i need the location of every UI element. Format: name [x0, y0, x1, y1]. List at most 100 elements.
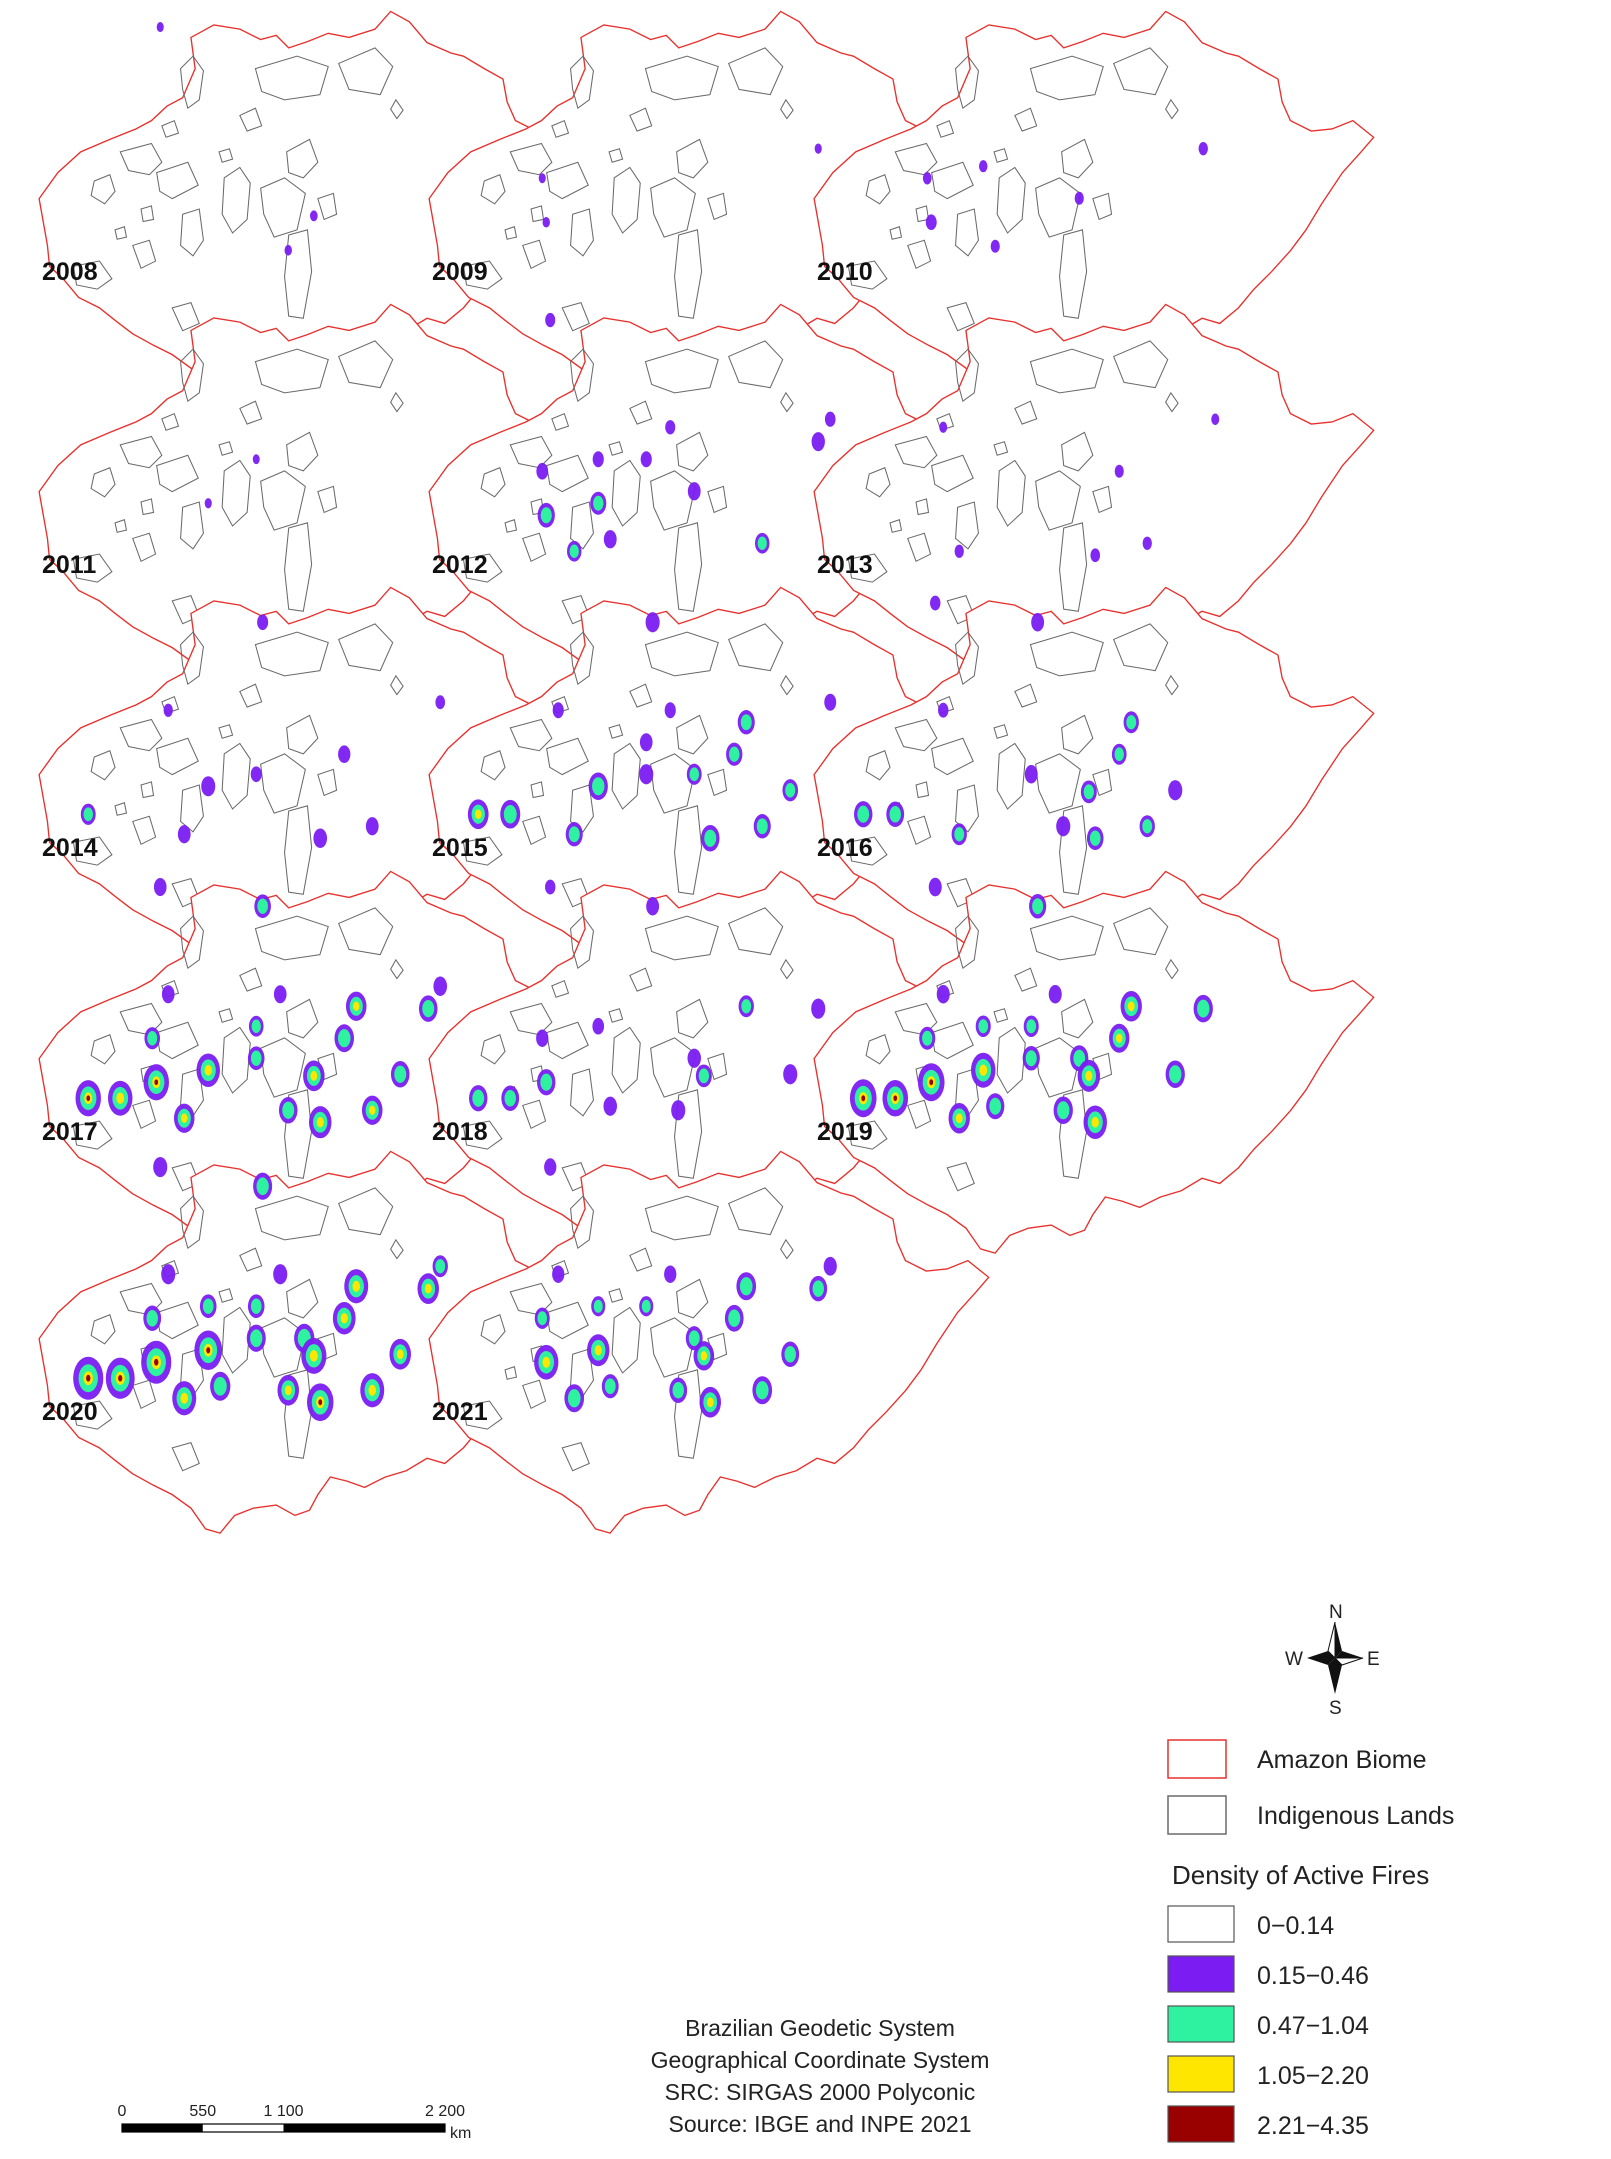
- fire-hotspot: [588, 772, 608, 801]
- fire-hotspot: [1193, 994, 1213, 1023]
- fire-hotspot: [172, 1381, 197, 1416]
- legend-boundary-label: Amazon Biome: [1257, 1746, 1427, 1774]
- year-label: 2013: [817, 551, 873, 579]
- fire-hotspot: [500, 799, 521, 829]
- map-panel-2015: 2015: [428, 586, 990, 970]
- scale-tick-label: 2 200: [425, 2103, 465, 2120]
- map-panel-2014: 2014: [38, 586, 600, 970]
- amazon-map: [38, 10, 600, 394]
- fire-hotspot: [930, 595, 941, 611]
- legend-density-label: 1.05−2.20: [1257, 2062, 1369, 2090]
- fire-hotspot: [246, 1324, 266, 1352]
- fire-hotspot: [361, 1095, 383, 1125]
- credits-block: Brazilian Geodetic System Geographical Co…: [651, 2015, 990, 2137]
- fire-hotspot: [1022, 1045, 1040, 1071]
- fire-hotspot: [936, 984, 950, 1004]
- fire-hotspot: [204, 498, 212, 509]
- legend-boundary-item: Indigenous Lands: [1167, 1795, 1454, 1835]
- fire-hotspot: [854, 801, 873, 828]
- fire-hotspot: [542, 216, 550, 228]
- fire-hotspot: [173, 1103, 195, 1133]
- amazon-map: [813, 303, 1375, 687]
- fire-hotspot: [303, 1060, 325, 1092]
- legend-density-title: Density of Active Fires: [1172, 1860, 1429, 1890]
- fire-hotspot: [565, 822, 583, 847]
- fire-hotspot: [811, 998, 826, 1019]
- fire-hotspot: [587, 1334, 610, 1367]
- fire-hotspot: [537, 1069, 556, 1096]
- legend-density-class: 0−0.14: [1167, 1905, 1334, 1943]
- legend-density-class: 2.21−4.35: [1167, 2105, 1369, 2143]
- fire-hotspot: [922, 172, 932, 185]
- fire-hotspot: [143, 1064, 169, 1101]
- fire-hotspot: [1023, 1015, 1039, 1038]
- amazon-map: [813, 586, 1375, 970]
- amazon-map: [428, 303, 990, 687]
- fire-hotspot: [1120, 990, 1142, 1022]
- fire-hotspot: [1090, 548, 1101, 563]
- fire-hotspot: [161, 1264, 176, 1285]
- fire-hotspot: [108, 1080, 133, 1116]
- fire-hotspot: [1083, 1105, 1107, 1140]
- fire-hotspots: [538, 143, 822, 228]
- fire-hotspot: [753, 814, 771, 839]
- map-panel-2017: 2017: [38, 870, 600, 1254]
- fire-hotspots: [80, 614, 446, 848]
- fire-hotspot: [823, 1256, 837, 1276]
- map-panel-2009: 2009: [428, 10, 990, 394]
- fire-hotspot: [737, 710, 755, 735]
- amazon-map: [428, 870, 990, 1254]
- fire-hotspots: [73, 1156, 448, 1422]
- fire-hotspot: [1142, 536, 1152, 550]
- fire-hotspot: [726, 742, 743, 766]
- fire-hotspot: [308, 1106, 332, 1139]
- fire-hotspots: [156, 21, 318, 256]
- amazon-map: [38, 303, 600, 687]
- legend-density-label: 0.47−1.04: [1257, 2012, 1369, 2040]
- fire-hotspot: [467, 799, 489, 830]
- fire-hotspot: [301, 1337, 327, 1374]
- fire-hotspot: [938, 702, 949, 718]
- fire-hotspot: [564, 1384, 585, 1413]
- fire-hotspot: [247, 1046, 265, 1071]
- amazon-map: [428, 10, 990, 394]
- fire-hotspot: [144, 1027, 161, 1050]
- fire-hotspot: [390, 1060, 410, 1088]
- credit-line: Source: IBGE and INPE 2021: [668, 2111, 971, 2137]
- fire-hotspot: [143, 1305, 162, 1331]
- fire-hotspot: [1077, 1059, 1101, 1092]
- fire-hotspot: [939, 421, 948, 433]
- fire-hotspot: [332, 1302, 356, 1335]
- fire-hotspot: [736, 1272, 757, 1301]
- amazon-map: [813, 10, 1375, 394]
- year-label: 2014: [42, 834, 98, 862]
- fire-hotspot: [738, 995, 754, 1018]
- fire-hotspot: [1031, 613, 1045, 632]
- fire-hotspot: [669, 1377, 688, 1403]
- legend-density-label: 0−0.14: [1257, 1912, 1334, 1940]
- legend-boundary-item: Amazon Biome: [1167, 1739, 1427, 1779]
- fire-hotspot: [1056, 816, 1071, 837]
- fire-hotspot: [75, 1080, 101, 1117]
- fire-hotspot: [1109, 1023, 1130, 1053]
- year-label: 2009: [432, 258, 488, 286]
- fire-hotspot: [469, 1085, 488, 1112]
- compass-s: S: [1329, 1698, 1342, 1719]
- scale-unit: km: [450, 2125, 471, 2142]
- fire-hotspot: [538, 173, 546, 184]
- fire-hotspot: [1114, 464, 1124, 478]
- fire-hotspot: [417, 1273, 439, 1304]
- fire-hotspot: [566, 540, 582, 562]
- fire-hotspot: [590, 491, 607, 515]
- year-label: 2017: [42, 1118, 98, 1146]
- fire-hotspot: [592, 1017, 605, 1035]
- fire-hotspot: [257, 614, 269, 631]
- legend-boundary-label: Indigenous Lands: [1257, 1802, 1454, 1830]
- fire-hotspot: [161, 985, 175, 1004]
- fire-hotspot: [196, 1053, 220, 1088]
- fire-hotspot: [645, 612, 660, 633]
- legend-density-label: 2.21−4.35: [1257, 2112, 1369, 2140]
- fire-hotspot: [783, 1064, 798, 1085]
- fire-hotspot: [177, 825, 191, 844]
